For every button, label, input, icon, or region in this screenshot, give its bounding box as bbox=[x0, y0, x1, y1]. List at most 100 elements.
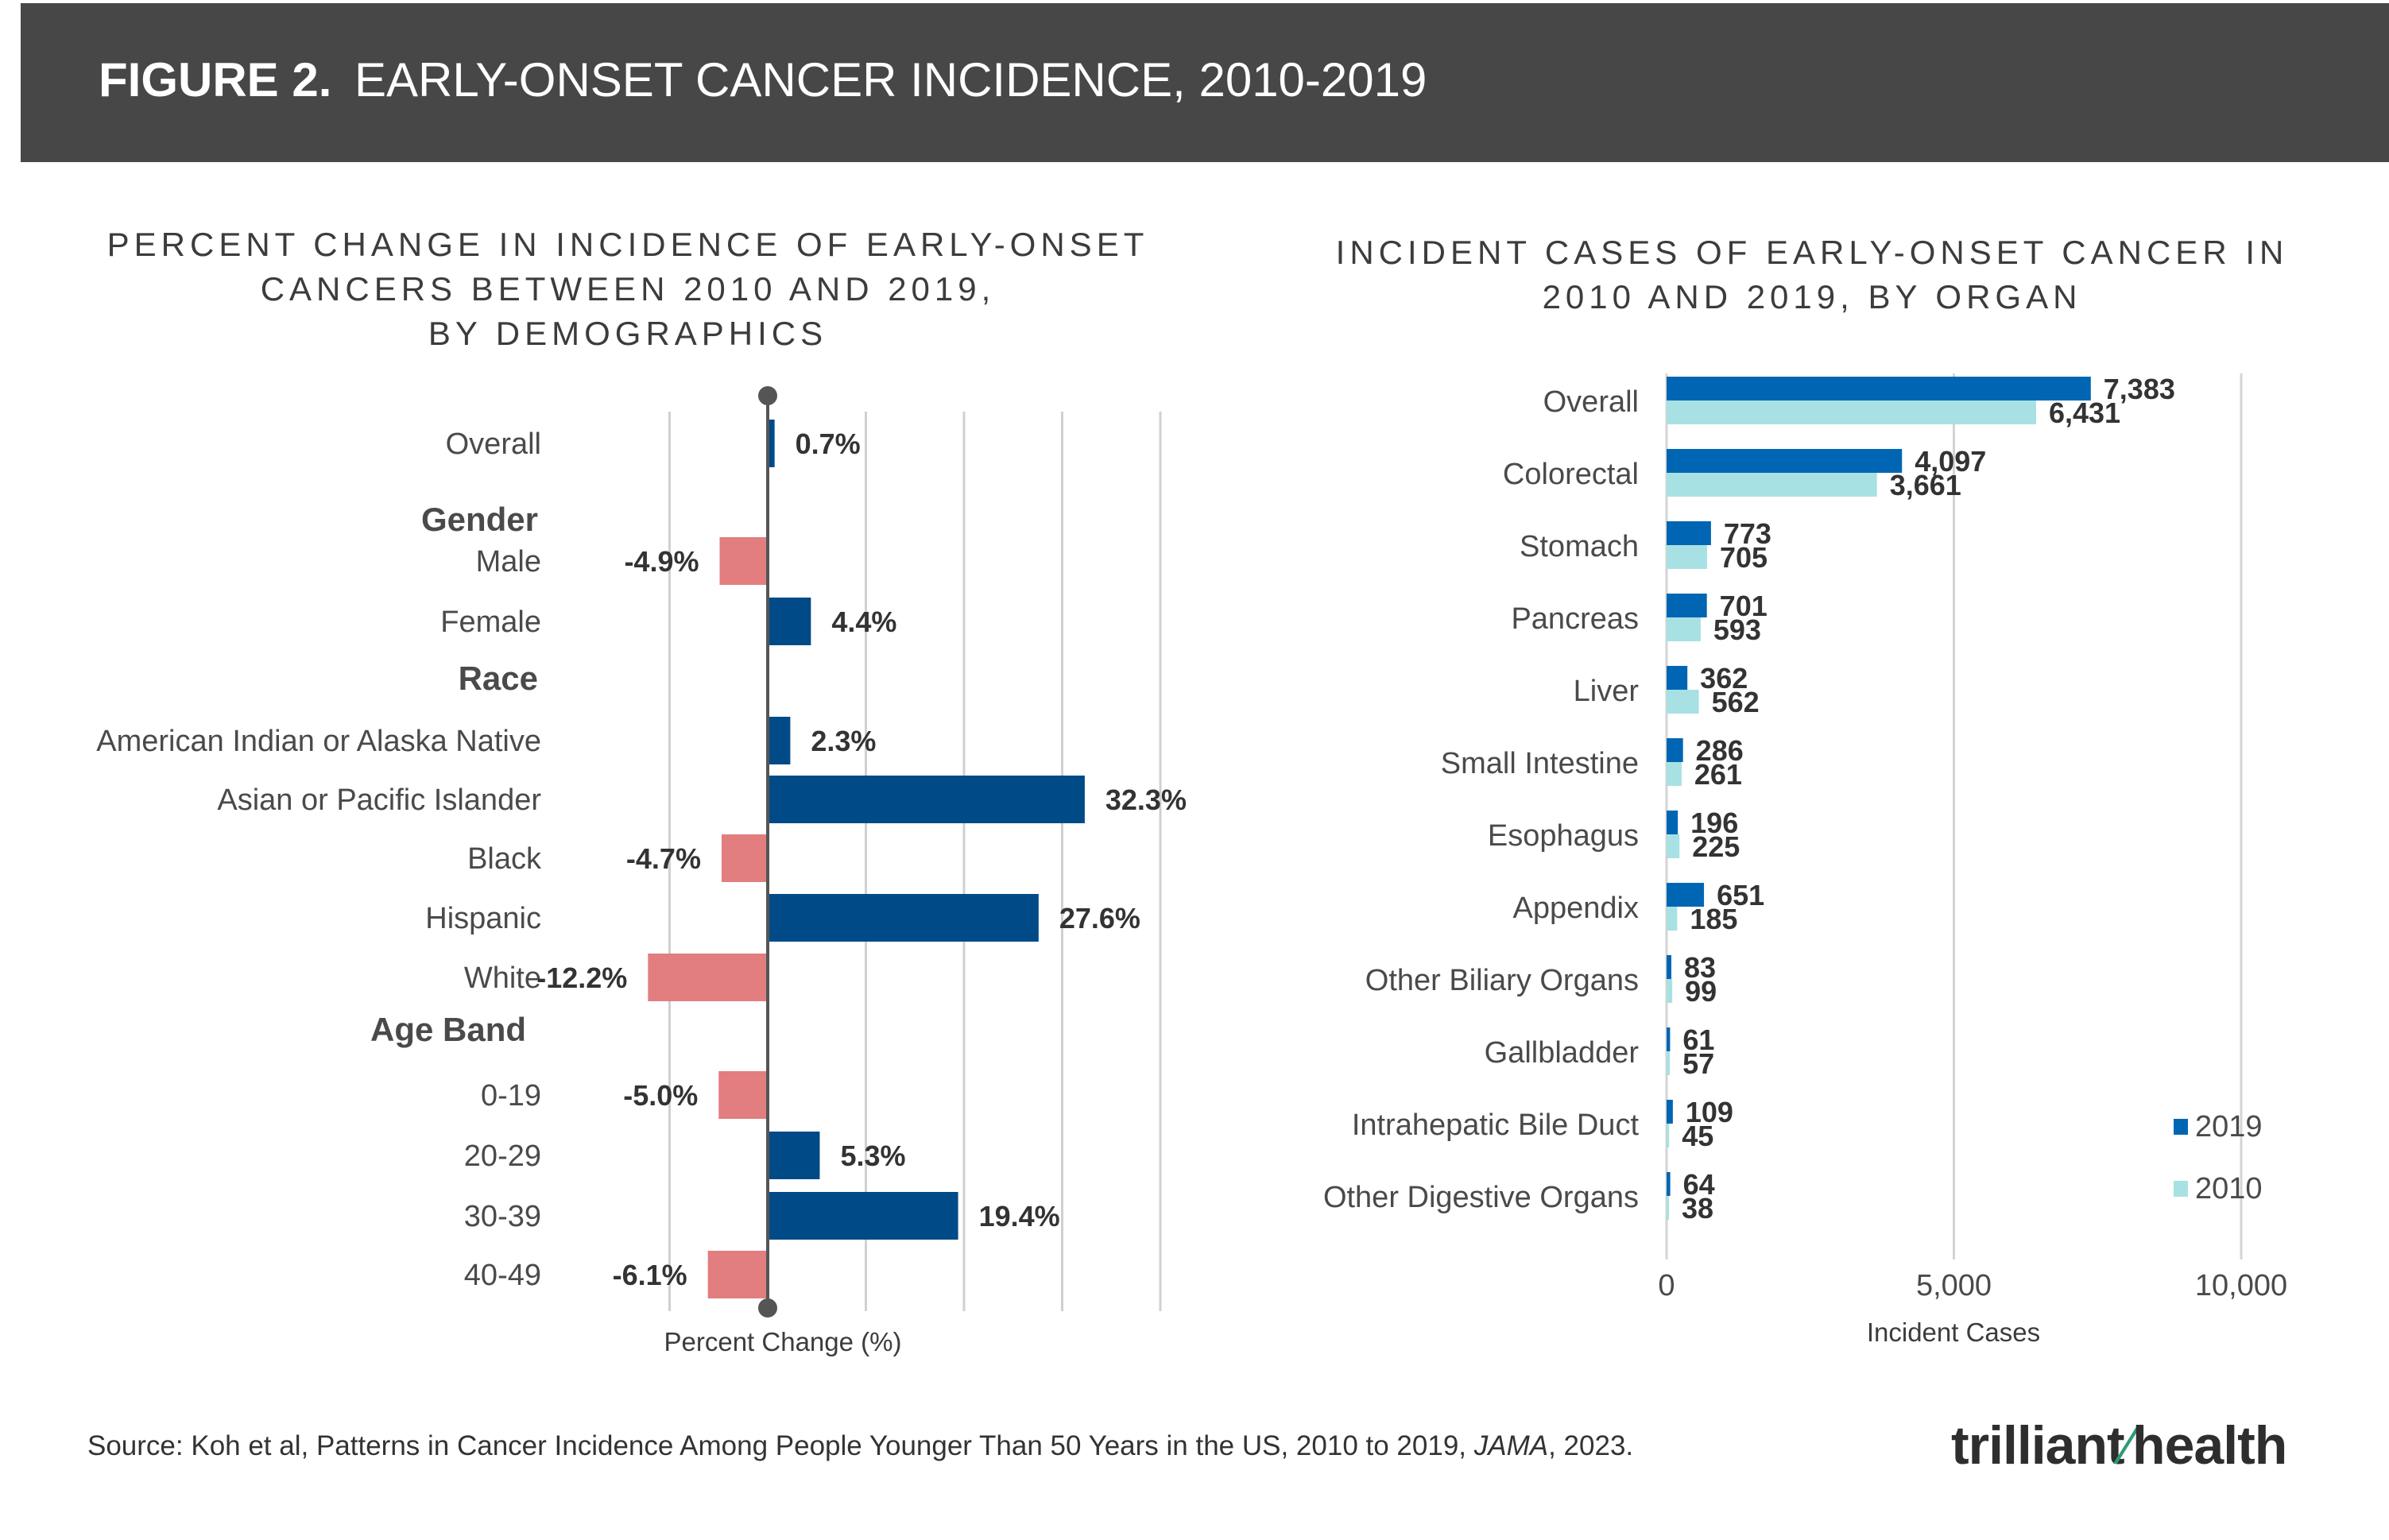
source-note: Source: Koh et al, Patterns in Cancer In… bbox=[87, 1430, 1633, 1462]
source-journal: JAMA bbox=[1473, 1430, 1549, 1461]
bar-2019 bbox=[1667, 883, 1705, 907]
data-label: 61 bbox=[1682, 1023, 1714, 1056]
right-chart-title-line: 2010 AND 2019, BY ORGAN bbox=[1542, 278, 2082, 315]
axis-end-dot bbox=[758, 1298, 777, 1318]
source-prefix: Source: Koh et al, Patterns in Cancer In… bbox=[87, 1430, 1474, 1461]
figure-header: FIGURE 2. EARLY-ONSET CANCER INCIDENCE, … bbox=[21, 3, 2389, 162]
category-label: 30-39 bbox=[464, 1200, 541, 1233]
data-label: 45 bbox=[1682, 1120, 1713, 1152]
data-label: 701 bbox=[1720, 590, 1768, 622]
bar bbox=[768, 717, 791, 764]
bar-2010 bbox=[1667, 979, 1673, 1003]
bar-2019 bbox=[1667, 666, 1688, 690]
category-label: Small Intestine bbox=[1441, 747, 1639, 780]
category-label: Intrahepatic Bile Duct bbox=[1352, 1109, 1640, 1142]
data-label: 261 bbox=[1694, 758, 1742, 791]
data-label: 109 bbox=[1686, 1096, 1733, 1128]
group-heading: Gender bbox=[421, 501, 538, 538]
legend-swatch bbox=[2174, 1119, 2188, 1135]
data-label: 651 bbox=[1717, 879, 1764, 911]
category-label: White bbox=[464, 962, 541, 995]
data-label: 196 bbox=[1690, 807, 1738, 839]
data-label: 4,097 bbox=[1915, 445, 1986, 478]
bar-2010 bbox=[1667, 400, 2036, 424]
bar-2010 bbox=[1667, 617, 1701, 641]
bar-2019 bbox=[1667, 1027, 1671, 1051]
data-label: -4.9% bbox=[624, 545, 699, 578]
data-label: 362 bbox=[1700, 662, 1748, 695]
figure-number: FIGURE 2. bbox=[99, 53, 332, 106]
trilliant-health-logo: trilliant⁄health bbox=[1951, 1414, 2287, 1476]
category-label: American Indian or Alaska Native bbox=[96, 725, 541, 758]
data-label: 83 bbox=[1684, 951, 1716, 984]
left-chart-title-line: CANCERS BETWEEN 2010 AND 2019, bbox=[260, 270, 996, 308]
bar-2010 bbox=[1667, 1124, 1670, 1147]
bar-2010 bbox=[1667, 690, 1699, 714]
bar bbox=[707, 1251, 768, 1298]
bar bbox=[718, 1071, 768, 1119]
group-heading: Age Band bbox=[370, 1011, 526, 1048]
data-label: -12.2% bbox=[536, 962, 627, 994]
left-chart-title-line: BY DEMOGRAPHICS bbox=[428, 315, 828, 352]
legend-label: 2019 bbox=[2195, 1110, 2263, 1143]
data-label: -5.0% bbox=[623, 1079, 698, 1112]
data-label: 2.3% bbox=[811, 725, 876, 757]
category-label: Pancreas bbox=[1511, 602, 1639, 636]
bar bbox=[768, 894, 1039, 942]
group-heading: Race bbox=[459, 660, 538, 697]
data-label: 7,383 bbox=[2104, 373, 2175, 405]
category-label: Stomach bbox=[1520, 530, 1639, 563]
data-label: 225 bbox=[1692, 830, 1740, 863]
x-axis-title: Incident Cases bbox=[1867, 1318, 2040, 1347]
data-label: 27.6% bbox=[1059, 902, 1140, 934]
bar-2019 bbox=[1667, 1100, 1673, 1124]
category-label: 40-49 bbox=[464, 1259, 541, 1292]
category-label: Asian or Pacific Islander bbox=[217, 784, 541, 817]
category-label: Esophagus bbox=[1488, 819, 1639, 853]
legend-label: 2010 bbox=[2195, 1172, 2263, 1205]
category-label: Appendix bbox=[1513, 892, 1639, 925]
left-chart-title: PERCENT CHANGE IN INCIDENCE OF EARLY-ONS… bbox=[64, 222, 1192, 356]
bar-2010 bbox=[1667, 1196, 1669, 1220]
data-label: 286 bbox=[1696, 734, 1744, 767]
bar-2010 bbox=[1667, 545, 1707, 569]
category-label: Other Biliary Organs bbox=[1365, 964, 1639, 997]
data-label: 773 bbox=[1724, 517, 1771, 550]
x-tick-label: 10,000 bbox=[2195, 1269, 2287, 1302]
bar bbox=[648, 954, 768, 1001]
x-axis-title: Percent Change (%) bbox=[664, 1327, 902, 1356]
left-chart-title-line: PERCENT CHANGE IN INCIDENCE OF EARLY-ONS… bbox=[106, 226, 1149, 263]
bar-2019 bbox=[1667, 811, 1678, 834]
category-label: Overall bbox=[446, 428, 541, 461]
bar-2010 bbox=[1667, 1051, 1671, 1075]
right-chart-title: INCIDENT CASES OF EARLY-ONSET CANCER IN … bbox=[1295, 230, 2329, 319]
category-label: Female bbox=[440, 606, 541, 639]
category-label: Male bbox=[476, 545, 541, 578]
data-label: -6.1% bbox=[613, 1259, 687, 1291]
bar-2019 bbox=[1667, 955, 1672, 979]
data-label: 99 bbox=[1685, 975, 1717, 1008]
bar-2019 bbox=[1667, 521, 1711, 545]
bar bbox=[768, 1132, 820, 1179]
bar bbox=[719, 537, 768, 585]
logo-swoosh-icon: ⁄ bbox=[2124, 1415, 2133, 1476]
data-label: 19.4% bbox=[979, 1200, 1060, 1232]
bar-2019 bbox=[1667, 738, 1683, 762]
x-tick-label: 5,000 bbox=[1916, 1269, 1992, 1302]
bar-2010 bbox=[1667, 762, 1682, 786]
category-label: Black bbox=[467, 842, 542, 876]
logo-text-2: health bbox=[2132, 1415, 2287, 1476]
bar-2010 bbox=[1667, 907, 1678, 931]
data-label: 38 bbox=[1682, 1192, 1713, 1225]
data-label: 185 bbox=[1690, 903, 1737, 935]
logo-text-1: trilliant bbox=[1951, 1415, 2125, 1476]
right-chart-title-line: INCIDENT CASES OF EARLY-ONSET CANCER IN bbox=[1335, 234, 2289, 271]
category-label: Colorectal bbox=[1503, 458, 1639, 491]
category-label: Hispanic bbox=[425, 902, 541, 935]
bar bbox=[768, 420, 775, 467]
data-label: 5.3% bbox=[840, 1140, 905, 1172]
data-label: 562 bbox=[1712, 686, 1760, 718]
data-label: 593 bbox=[1713, 613, 1761, 646]
